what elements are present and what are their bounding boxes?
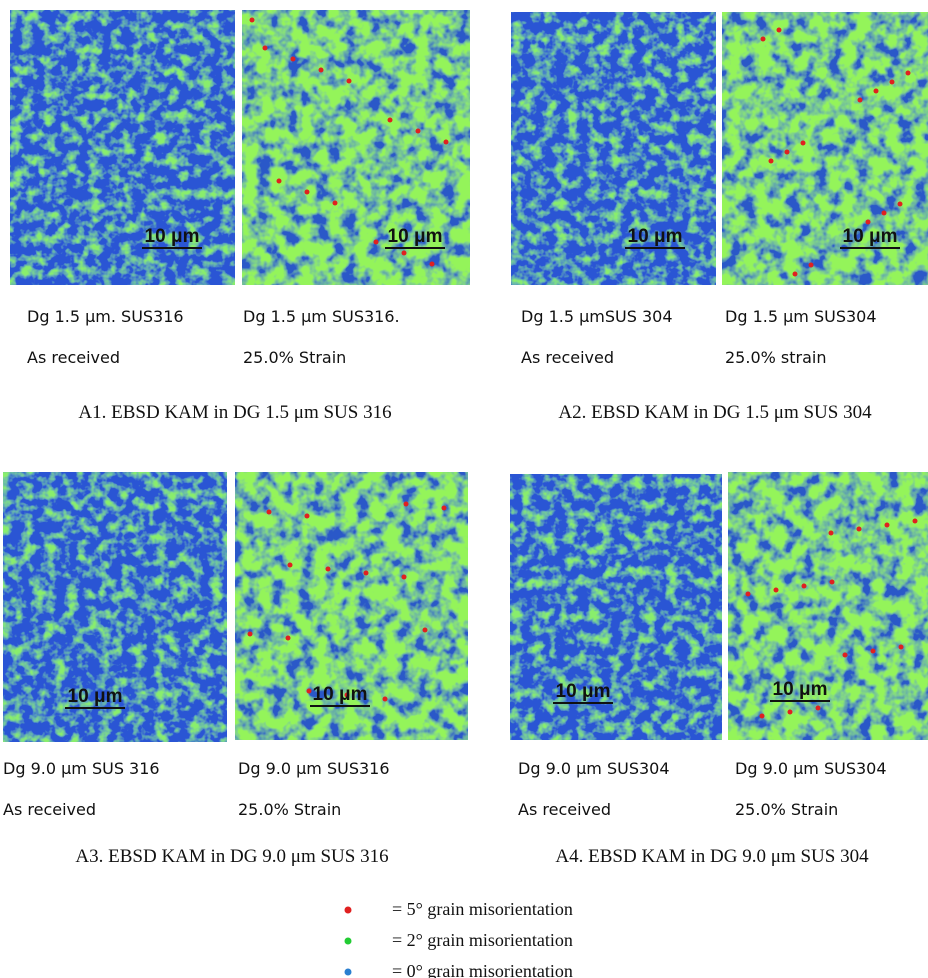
red-spot <box>773 587 779 593</box>
red-spot <box>363 570 369 576</box>
red-spot <box>857 97 863 103</box>
panel-title: A1. EBSD KAM in DG 1.5 μm SUS 316 <box>78 402 391 423</box>
red-spot <box>373 239 379 245</box>
red-spot <box>889 79 895 85</box>
red-spot <box>422 627 428 633</box>
red-spot <box>905 70 911 76</box>
red-spot <box>332 200 338 206</box>
red-spot <box>403 501 409 507</box>
scale-bar-label: 10 μm <box>843 226 898 247</box>
scale-bar-label: 10 μm <box>313 684 368 705</box>
scale-bar-label: 10 μm <box>556 681 611 702</box>
red-spot <box>898 644 904 650</box>
red-spot <box>829 579 835 585</box>
red-spot <box>344 692 350 698</box>
red-spot <box>897 201 903 207</box>
ebsd-image <box>510 474 722 740</box>
caption-line: As received <box>521 348 614 367</box>
red-spot <box>276 178 282 184</box>
red-spot <box>306 688 312 694</box>
red-spot <box>792 271 798 277</box>
red-spot <box>325 566 331 572</box>
red-spot <box>884 522 890 528</box>
caption-line: 25.0% Strain <box>735 800 838 819</box>
red-spot <box>401 574 407 580</box>
red-spot <box>768 158 774 164</box>
scale-bar-label: 10 μm <box>145 226 200 247</box>
caption-line: As received <box>518 800 611 819</box>
red-spot <box>787 709 793 715</box>
caption-line: 25.0% strain <box>725 348 827 367</box>
legend-text: = 5° grain misorientation <box>392 899 573 919</box>
red-spot <box>745 591 751 597</box>
red-spot <box>382 696 388 702</box>
red-spot <box>285 635 291 641</box>
legend-dot <box>344 968 352 976</box>
panel-title: A3. EBSD KAM in DG 9.0 μm SUS 316 <box>75 846 388 867</box>
red-spot <box>401 250 407 256</box>
legend-text: = 0° grain misorientation <box>392 961 573 978</box>
red-spot <box>318 67 324 73</box>
ebsd-image <box>511 12 716 285</box>
ebsd-image <box>242 10 470 285</box>
red-spot <box>287 562 293 568</box>
panel-title: A4. EBSD KAM in DG 9.0 μm SUS 304 <box>555 846 869 867</box>
red-spot <box>815 705 821 711</box>
caption-line: Dg 1.5 μm SUS316. <box>243 307 400 326</box>
caption-line: Dg 9.0 μm SUS304 <box>518 759 670 778</box>
red-spot <box>441 505 447 511</box>
red-spot <box>801 583 807 589</box>
ebsd-image <box>10 10 235 285</box>
legend-dot <box>344 906 352 914</box>
red-spot <box>429 261 435 267</box>
caption-line: Dg 9.0 μm SUS316 <box>238 759 390 778</box>
ebsd-image <box>728 472 928 740</box>
caption-line: As received <box>27 348 120 367</box>
panel-title: A2. EBSD KAM in DG 1.5 μm SUS 304 <box>558 402 872 423</box>
red-spot <box>873 88 879 94</box>
red-spot <box>856 526 862 532</box>
caption-line: 25.0% Strain <box>243 348 346 367</box>
red-spot <box>870 648 876 654</box>
red-spot <box>865 219 871 225</box>
red-spot <box>881 210 887 216</box>
red-spot <box>759 713 765 719</box>
ebsd-image <box>722 12 928 285</box>
red-spot <box>800 140 806 146</box>
caption-line: 25.0% Strain <box>238 800 341 819</box>
red-spot <box>776 27 782 33</box>
red-spot <box>266 509 272 515</box>
caption-line: Dg 9.0 μm SUS304 <box>735 759 887 778</box>
caption-line: As received <box>3 800 96 819</box>
red-spot <box>304 513 310 519</box>
red-spot <box>808 262 814 268</box>
caption-line: Dg 1.5 μmSUS 304 <box>521 307 673 326</box>
scale-bar-label: 10 μm <box>773 679 828 700</box>
scale-bar-label: 10 μm <box>68 686 123 707</box>
red-spot <box>842 652 848 658</box>
red-spot <box>346 78 352 84</box>
ebsd-image <box>235 472 468 740</box>
red-spot <box>415 128 421 134</box>
legend-text: = 2° grain misorientation <box>392 930 573 950</box>
legend-dot <box>344 937 352 945</box>
red-spot <box>443 139 449 145</box>
ebsd-image <box>3 472 227 742</box>
red-spot <box>262 45 268 51</box>
red-spot <box>912 518 918 524</box>
red-spot <box>387 117 393 123</box>
red-spot <box>784 149 790 155</box>
red-spot <box>828 530 834 536</box>
scale-bar-label: 10 μm <box>628 226 683 247</box>
red-spot <box>290 56 296 62</box>
red-spot <box>760 36 766 42</box>
red-spot <box>249 17 255 23</box>
scale-bar-label: 10 μm <box>388 226 443 247</box>
caption-line: Dg 1.5 μm. SUS316 <box>27 307 184 326</box>
red-spot <box>304 189 310 195</box>
caption-line: Dg 1.5 μm SUS304 <box>725 307 877 326</box>
red-spot <box>247 631 253 637</box>
caption-line: Dg 9.0 μm SUS 316 <box>3 759 160 778</box>
